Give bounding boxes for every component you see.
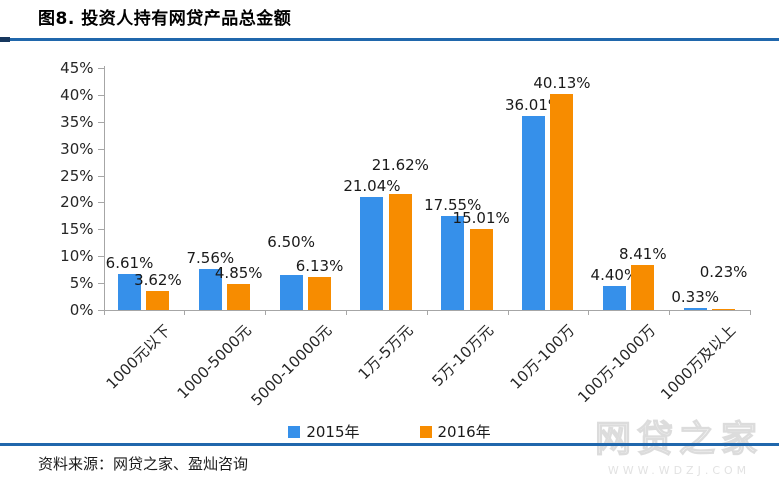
- bar-2015年-1: [198, 269, 222, 310]
- bar-value-label: 40.13%: [533, 74, 591, 93]
- y-tick: [97, 175, 104, 177]
- bar-value-label: 21.62%: [371, 155, 429, 174]
- bar-2015年-3: [360, 196, 384, 310]
- footer-divider: [0, 443, 779, 446]
- bar-2016年-5: [550, 94, 574, 310]
- y-tick: [97, 202, 104, 204]
- bar-2015年-2: [279, 275, 303, 310]
- bar-2016年-2: [308, 277, 332, 310]
- x-category-label: 1万-5万元: [354, 321, 417, 384]
- x-tick: [184, 310, 186, 315]
- bar-value-label: 3.62%: [134, 270, 182, 289]
- bar-value-label: 8.41%: [618, 244, 667, 263]
- bar-value-label: 7.56%: [186, 249, 235, 268]
- bar-value-label: 6.61%: [105, 254, 154, 273]
- y-tick-label: 35%: [60, 112, 94, 131]
- bar-value-label: 36.01%: [504, 96, 563, 115]
- x-tick: [750, 310, 751, 315]
- watermark-logo-text: 网贷之家: [594, 418, 763, 460]
- x-category-label: 5000-10000元: [247, 321, 336, 410]
- bar-2016年-0: [146, 290, 170, 310]
- legend-swatch: [288, 425, 301, 438]
- y-tick-label: 0%: [69, 301, 94, 319]
- x-category-label: 100万-1000万: [573, 321, 659, 407]
- x-tick: [426, 310, 428, 315]
- legend-item-2015年: 2015年: [288, 421, 360, 442]
- header-divider: [0, 37, 779, 42]
- y-tick-label: 15%: [60, 220, 94, 239]
- y-tick-label: 30%: [60, 139, 94, 158]
- y-tick: [97, 94, 104, 96]
- x-tick: [588, 310, 590, 315]
- y-axis: [103, 66, 105, 310]
- y-tick-label: 20%: [60, 193, 94, 212]
- y-tick: [97, 283, 104, 285]
- bar-2015年-5: [522, 116, 546, 310]
- bar-value-label: 15.01%: [452, 209, 510, 228]
- x-category-label: 1000元以下: [102, 321, 174, 393]
- bar-value-label: 6.13%: [295, 257, 344, 276]
- bar-2015年-7: [683, 308, 707, 310]
- bar-2015年-4: [441, 215, 465, 310]
- bar-value-label: 0.23%: [699, 262, 748, 281]
- x-category-label: 5万-10万元: [428, 321, 498, 390]
- bar-2016年-7: [712, 308, 736, 310]
- y-tick-label: 45%: [60, 59, 94, 77]
- x-tick: [507, 310, 509, 315]
- y-tick: [97, 68, 104, 69]
- x-category-label: 1000-5000元: [173, 321, 255, 403]
- watermark-url-text: WWW.WDZJ.COM: [607, 464, 751, 477]
- y-tick: [97, 229, 104, 231]
- watermark: 网贷之家 WWW.WDZJ.COM: [589, 410, 769, 477]
- y-tick: [97, 310, 104, 311]
- y-tick-label: 40%: [60, 85, 94, 104]
- x-tick: [265, 310, 267, 315]
- x-category-label: 1000万及以上: [657, 321, 740, 404]
- x-tick: [103, 310, 105, 315]
- bar-2016年-1: [227, 283, 251, 310]
- bar-value-label: 4.85%: [214, 263, 263, 282]
- y-tick-label: 5%: [69, 274, 94, 293]
- legend-swatch: [419, 425, 432, 438]
- legend-label: 2015年: [306, 423, 360, 441]
- bar-value-label: 4.40%: [590, 266, 639, 285]
- bar-value-label: 17.55%: [424, 195, 482, 214]
- bar-2015年-0: [118, 274, 141, 310]
- x-tick: [669, 310, 671, 315]
- x-tick: [345, 310, 347, 315]
- legend-item-2016年: 2016年: [419, 421, 491, 442]
- bar-2015年-6: [602, 286, 626, 310]
- data-source-text: 资料来源：网贷之家、盈灿咨询: [38, 455, 249, 473]
- y-tick-label: 10%: [60, 247, 94, 266]
- y-tick: [97, 148, 104, 150]
- bar-2016年-4: [469, 229, 493, 310]
- bar-2016年-6: [631, 264, 655, 310]
- bar-value-label: 21.04%: [343, 176, 401, 195]
- bar-value-label: 0.33%: [671, 288, 720, 307]
- bar-value-label: 6.50%: [267, 233, 315, 252]
- chart-legend: 2015年 2016年: [0, 421, 779, 442]
- y-tick: [97, 256, 104, 258]
- y-tick-label: 25%: [60, 166, 94, 185]
- figure-title: 图8. 投资人持有网贷产品总金额: [38, 9, 292, 29]
- x-category-label: 10万-100万: [506, 321, 578, 393]
- header-divider-cap: [0, 37, 10, 42]
- legend-label: 2016年: [437, 423, 491, 441]
- y-tick: [97, 121, 104, 123]
- bar-2016年-3: [388, 193, 412, 310]
